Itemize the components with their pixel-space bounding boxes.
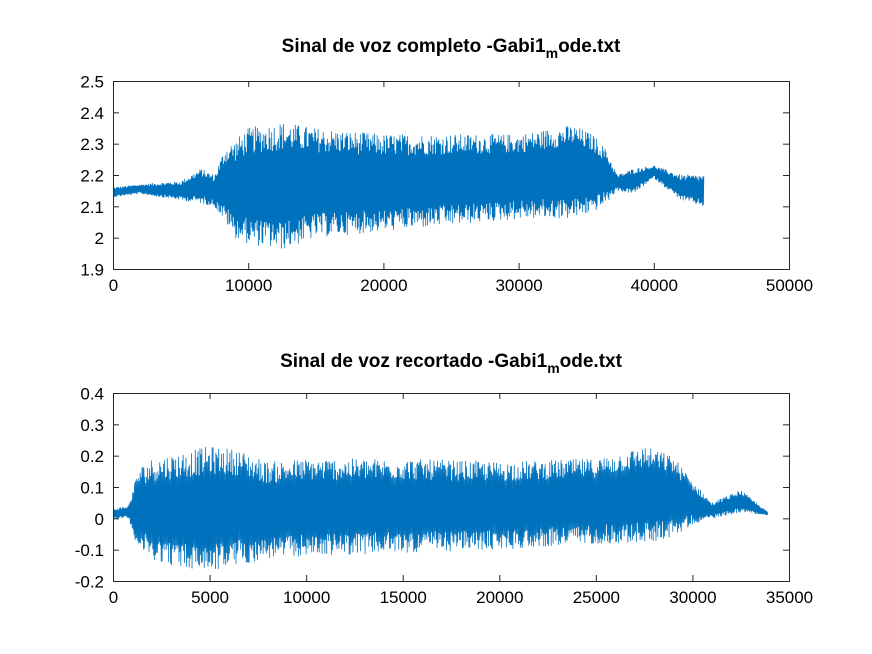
chart-title-bottom: Sinal de voz recortado -Gabi1mode.txt	[280, 351, 623, 376]
y-tick-label: 0.4	[80, 385, 104, 404]
x-tick-label: 10000	[283, 588, 330, 607]
x-tick-label: 50000	[766, 276, 813, 295]
y-tick-label: 2.1	[80, 198, 104, 217]
chart-bottom: Sinal de voz recortado -Gabi1mode.txt -0…	[75, 351, 813, 607]
chart-top: Sinal de voz completo -Gabi1mode.txt 1.9…	[80, 36, 813, 295]
x-tick-label: 30000	[495, 276, 542, 295]
y-tick-label: 2.2	[80, 167, 104, 186]
x-tick-label: 30000	[669, 588, 716, 607]
y-tick-label: 0.2	[80, 447, 104, 466]
y-tick-labels-bottom: -0.2 -0.1 0 0.1 0.2 0.3 0.4	[75, 385, 104, 592]
y-tick-label: 0	[95, 510, 104, 529]
y-tick-label: 2.5	[80, 73, 104, 92]
y-tick-label: 0.3	[80, 416, 104, 435]
y-tick-label: -0.2	[75, 573, 104, 592]
y-tick-label: 0.1	[80, 479, 104, 498]
x-tick-label: 20000	[360, 276, 407, 295]
x-tick-label: 10000	[225, 276, 272, 295]
y-tick-label: -0.1	[75, 541, 104, 560]
x-tick-labels-bottom: 0 5000 10000 15000 20000 25000 30000 35000	[109, 588, 813, 607]
y-tick-labels-top: 1.9 2 2.1 2.2 2.3 2.4 2.5	[80, 73, 104, 280]
y-tick-label: 2.3	[80, 135, 104, 154]
x-tick-label: 0	[109, 276, 118, 295]
chart-title-top: Sinal de voz completo -Gabi1mode.txt	[282, 36, 621, 61]
signal-line-bottom	[113, 446, 769, 570]
tick-marks-top	[113, 81, 790, 270]
x-tick-label: 35000	[766, 588, 813, 607]
y-tick-label: 2.4	[80, 104, 104, 123]
y-tick-label: 1.9	[80, 261, 104, 280]
x-tick-labels-top: 0 10000 20000 30000 40000 50000	[109, 276, 813, 295]
tick-marks-bottom	[113, 393, 790, 582]
x-tick-label: 15000	[380, 588, 427, 607]
x-tick-label: 0	[109, 588, 118, 607]
signal-line-top	[113, 123, 705, 249]
x-tick-label: 20000	[476, 588, 523, 607]
x-tick-label: 5000	[191, 588, 229, 607]
y-tick-label: 2	[95, 229, 104, 248]
x-tick-label: 25000	[573, 588, 620, 607]
x-tick-label: 40000	[631, 276, 678, 295]
